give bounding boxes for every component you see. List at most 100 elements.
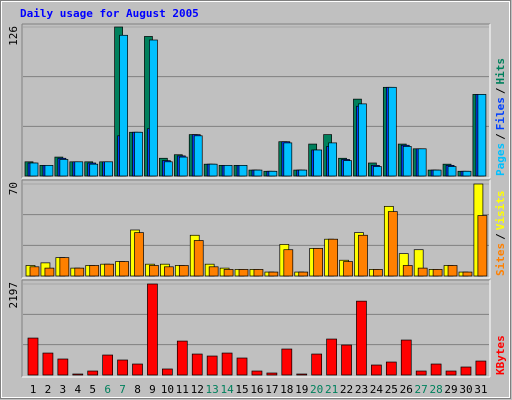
bar [400,339,412,376]
bar [253,269,264,277]
bar [283,249,294,277]
bar [164,161,173,177]
x-tick-label: 16 [250,383,263,396]
bar [311,353,323,376]
bar [371,364,382,376]
bar [328,142,337,177]
bar [358,234,368,277]
bar [268,170,278,177]
x-tick-label: 27 [415,383,428,396]
x-tick-label: 1 [30,383,37,396]
legend: Pages / Files / Hits [494,58,507,176]
bar [44,267,55,277]
x-tick-label: 20 [310,383,323,396]
bar [134,232,144,277]
y-tick-label: 126 [7,26,20,46]
x-tick-label: 11 [176,383,189,396]
bar [343,261,353,277]
bar [238,165,248,177]
bar [298,169,308,177]
bar [477,94,487,177]
bar [193,135,203,177]
bar [132,363,143,376]
bar [119,261,129,277]
bar [208,266,219,277]
legend: Sites / Visits [494,191,507,277]
x-tick-label: 24 [370,383,384,396]
bar [313,149,323,177]
bar [430,363,442,376]
bar [432,269,443,277]
bar [387,211,398,277]
bar [385,361,397,376]
bar [236,357,248,376]
bar [387,86,397,177]
bar [402,146,412,177]
bar [102,354,114,376]
x-tick-label: 23 [355,383,368,396]
bar [117,359,128,376]
x-tick-label: 25 [385,383,398,396]
x-tick-label: 3 [60,383,67,396]
x-tick-label: 21 [325,383,338,396]
bar [44,165,54,177]
bar [415,370,427,376]
bar [74,267,85,277]
legend-item: Pages [494,143,507,176]
x-tick-label: 30 [459,383,472,396]
bar [29,266,40,277]
bar [402,265,413,277]
bar [134,131,143,177]
bar [178,156,188,177]
y-tick-label: 70 [7,182,20,195]
bar [268,271,279,277]
bar [87,370,99,376]
bar [147,283,158,376]
x-tick-label: 17 [265,383,278,396]
bar [460,366,472,376]
bar [462,170,472,177]
bar [57,358,69,376]
x-tick-label: 10 [161,383,174,396]
bar [313,248,324,277]
x-tick-label: 7 [119,383,126,396]
x-tick-label: 26 [400,383,413,396]
bar [253,169,263,177]
x-tick-label: 19 [295,383,308,396]
bar [178,265,189,277]
legend-separator: / [494,133,507,140]
bar [223,269,234,277]
bar [328,238,338,277]
bar [298,271,309,277]
bar [283,142,293,177]
bar [477,215,488,277]
legend-item: Files [494,97,507,130]
bar [72,373,84,376]
bar [373,166,382,177]
bar [208,163,218,177]
bar [373,269,383,277]
bar [164,266,174,277]
bar [358,103,367,177]
bar [251,370,263,376]
bar [447,166,457,177]
bar [341,344,352,376]
legend: KBytes [494,335,507,375]
bar [104,263,115,277]
bar [42,352,54,376]
x-tick-label: 6 [104,383,111,396]
x-tick-label: 4 [74,383,81,396]
x-tick-label: 18 [280,383,293,396]
bar [223,165,233,177]
bar [59,257,70,277]
bar [221,352,233,376]
legend-separator: / [494,87,507,94]
bar [475,360,487,376]
x-tick-label: 13 [206,383,219,396]
bar [119,34,128,177]
x-tick-label: 22 [340,383,353,396]
bar [104,161,114,177]
